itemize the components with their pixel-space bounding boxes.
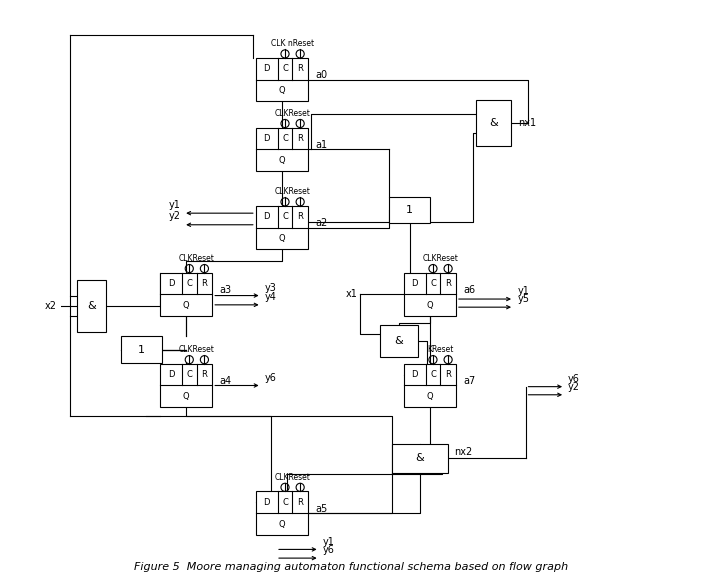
Text: D: D (168, 279, 174, 288)
Text: CLKReset: CLKReset (179, 345, 215, 354)
Text: x1: x1 (345, 289, 357, 300)
Text: Q: Q (427, 301, 433, 310)
Text: a7: a7 (463, 376, 475, 386)
Text: KReset: KReset (427, 345, 453, 354)
Text: CLKReset: CLKReset (275, 473, 311, 482)
Text: y2: y2 (168, 211, 181, 222)
Text: D: D (411, 279, 418, 288)
Bar (404, 273, 456, 316)
Text: y1: y1 (169, 200, 181, 210)
Text: Q: Q (278, 156, 285, 165)
Text: R: R (297, 498, 303, 507)
Text: &: & (394, 336, 404, 346)
Text: C: C (430, 279, 436, 288)
Text: Q: Q (427, 392, 433, 401)
Text: R: R (445, 370, 451, 379)
Text: R: R (202, 370, 207, 379)
Bar (256, 128, 308, 171)
Text: a0: a0 (315, 71, 327, 80)
Text: y1: y1 (323, 536, 335, 546)
Text: R: R (297, 64, 303, 73)
Text: R: R (445, 279, 451, 288)
Text: C: C (282, 498, 288, 507)
Text: CLKReset: CLKReset (275, 187, 311, 196)
Text: nx1: nx1 (518, 118, 536, 128)
Bar (121, 336, 162, 363)
Text: 1: 1 (406, 205, 413, 215)
Text: x2: x2 (45, 301, 57, 311)
Text: a5: a5 (315, 504, 327, 514)
Text: Figure 5  Moore managing automaton functional schema based on flow graph: Figure 5 Moore managing automaton functi… (134, 562, 569, 572)
Text: Q: Q (183, 301, 189, 310)
Bar (404, 364, 456, 408)
Bar (256, 58, 308, 101)
Text: Q: Q (278, 86, 285, 95)
Text: y4: y4 (264, 292, 276, 302)
Text: a1: a1 (315, 140, 327, 150)
Text: C: C (282, 64, 288, 73)
Text: &: & (87, 301, 96, 311)
Text: 1: 1 (138, 345, 145, 354)
Text: &: & (415, 453, 425, 463)
Text: Q: Q (183, 392, 189, 401)
Text: y6: y6 (568, 374, 580, 384)
Text: R: R (297, 134, 303, 143)
Text: D: D (264, 498, 270, 507)
Bar (256, 491, 308, 535)
Text: Q: Q (278, 519, 285, 529)
Text: a6: a6 (463, 285, 475, 295)
Text: y6: y6 (323, 545, 335, 555)
Bar (476, 100, 511, 146)
Bar (392, 444, 448, 473)
Text: D: D (264, 134, 270, 143)
Text: C: C (186, 370, 192, 379)
Text: C: C (186, 279, 192, 288)
Text: D: D (168, 370, 174, 379)
Text: C: C (430, 370, 436, 379)
Text: &: & (489, 118, 498, 128)
Text: C: C (282, 212, 288, 222)
Text: D: D (264, 64, 270, 73)
Text: y1: y1 (517, 286, 529, 296)
Text: y2: y2 (568, 382, 580, 392)
Text: Q: Q (278, 234, 285, 243)
Text: a2: a2 (315, 218, 327, 229)
Text: a4: a4 (219, 376, 231, 386)
Text: R: R (297, 212, 303, 222)
Text: D: D (411, 370, 418, 379)
Bar (389, 197, 430, 223)
Text: C: C (282, 134, 288, 143)
Text: y3: y3 (264, 283, 276, 293)
Text: R: R (202, 279, 207, 288)
Bar (160, 273, 212, 316)
Text: CLKReset: CLKReset (179, 254, 215, 263)
Text: nx2: nx2 (454, 447, 472, 457)
Bar (77, 280, 106, 332)
Bar (256, 206, 308, 250)
Text: y5: y5 (517, 294, 529, 304)
Text: CLK nReset: CLK nReset (271, 39, 314, 48)
Bar (380, 325, 418, 357)
Text: D: D (264, 212, 270, 222)
Bar (160, 364, 212, 408)
Text: a3: a3 (219, 285, 231, 295)
Text: CLKReset: CLKReset (275, 108, 311, 118)
Text: CLKReset: CLKReset (423, 254, 458, 263)
Text: y6: y6 (264, 373, 276, 382)
